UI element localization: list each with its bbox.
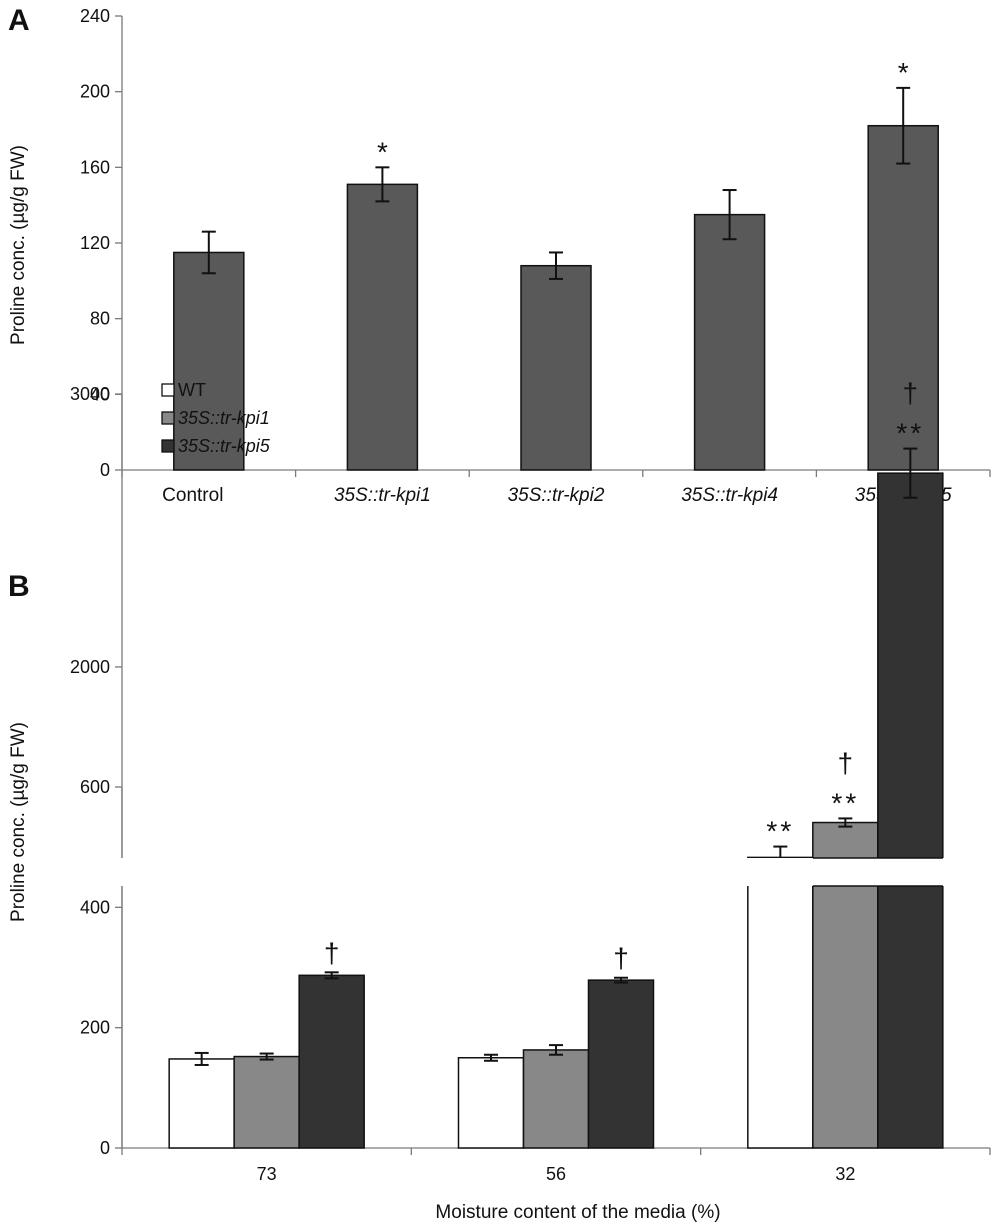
panel-a-ytick-label: 120 bbox=[80, 233, 110, 253]
panel-b-bar bbox=[587, 979, 655, 1149]
panel-b-ytick-label: 600 bbox=[80, 777, 110, 797]
panel-a-bar bbox=[693, 213, 766, 471]
panel-b-bar bbox=[457, 1057, 525, 1149]
panel-b-bar bbox=[747, 856, 814, 1149]
panel-b-bar bbox=[233, 1055, 300, 1149]
panel-b-category-label: 56 bbox=[546, 1164, 566, 1184]
panel-b-xlabel: Moisture content of the media (%) bbox=[435, 1202, 720, 1223]
panel-b-ytick-label: 200 bbox=[80, 1018, 110, 1038]
panel-b-bar bbox=[298, 974, 365, 1149]
panel-b-bar bbox=[522, 1049, 590, 1149]
panel-a-ytick-label: 240 bbox=[80, 6, 110, 26]
panel-b-legend-label: 35S::tr-kpi1 bbox=[178, 408, 270, 428]
panel-a-letter: A bbox=[8, 4, 30, 37]
panel-b-dagger-label: † bbox=[903, 378, 919, 409]
panel-a-ytick-label: 200 bbox=[80, 82, 110, 102]
panel-b-letter: B bbox=[8, 570, 30, 603]
panel-b-legend-swatch bbox=[161, 439, 175, 453]
panel-b-ytick-label: 3000 bbox=[70, 384, 110, 404]
panel-b-category-label: 32 bbox=[835, 1164, 855, 1184]
panel-a-bar bbox=[346, 183, 419, 471]
panel-b-ytick-label: 400 bbox=[80, 897, 110, 917]
panel-a-category-label: 35S::tr-kpi4 bbox=[681, 485, 778, 506]
panel-b-axis-break bbox=[110, 858, 998, 886]
panel-b-significance-label: ** bbox=[896, 418, 924, 449]
panel-b-significance-label: ** bbox=[766, 816, 794, 847]
panel-b-bar bbox=[877, 472, 944, 1149]
panel-a-ytick-label: 160 bbox=[80, 157, 110, 177]
panel-b-dagger-label: † bbox=[838, 747, 854, 778]
panel-a-category-label: 35S::tr-kpi1 bbox=[334, 485, 431, 506]
panel-b-legend-swatch bbox=[161, 411, 175, 425]
panel-b-plot: 20003000020040060073†56†32****†**†WT35S:… bbox=[70, 378, 998, 1184]
panel-b-legend-label: 35S::tr-kpi5 bbox=[178, 436, 271, 456]
panel-b-category-label: 73 bbox=[257, 1164, 277, 1184]
panel-a-category-label: 35S::tr-kpi2 bbox=[508, 485, 605, 506]
panel-a-ytick-label: 0 bbox=[100, 460, 110, 480]
panel-a-ytick-label: 40 bbox=[90, 384, 110, 404]
panel-a-bar bbox=[520, 264, 592, 471]
panel-a-category-label: Control bbox=[162, 485, 223, 506]
panel-a-ytick-label: 80 bbox=[90, 309, 110, 329]
panel-a-significance-label: * bbox=[898, 57, 909, 88]
panel-b-bar bbox=[168, 1058, 235, 1149]
panel-b-ytick-label: 2000 bbox=[70, 657, 110, 677]
panel-a-bar bbox=[173, 251, 245, 471]
panel-b-ylabel: Proline conc. (µg/g FW) bbox=[8, 722, 29, 922]
panel-a-significance-label: * bbox=[377, 136, 388, 167]
panel-b-dagger-label: † bbox=[613, 943, 629, 974]
panel-b-ytick-label: 0 bbox=[100, 1138, 110, 1158]
panel-a-ylabel: Proline conc. (µg/g FW) bbox=[8, 145, 29, 345]
panel-b-significance-label: ** bbox=[831, 787, 859, 818]
panel-b-dagger-label: † bbox=[324, 937, 340, 968]
panel-b-legend-swatch bbox=[161, 383, 175, 397]
panel-b-legend-label: WT bbox=[178, 380, 206, 400]
panel-a-bar bbox=[867, 124, 939, 471]
